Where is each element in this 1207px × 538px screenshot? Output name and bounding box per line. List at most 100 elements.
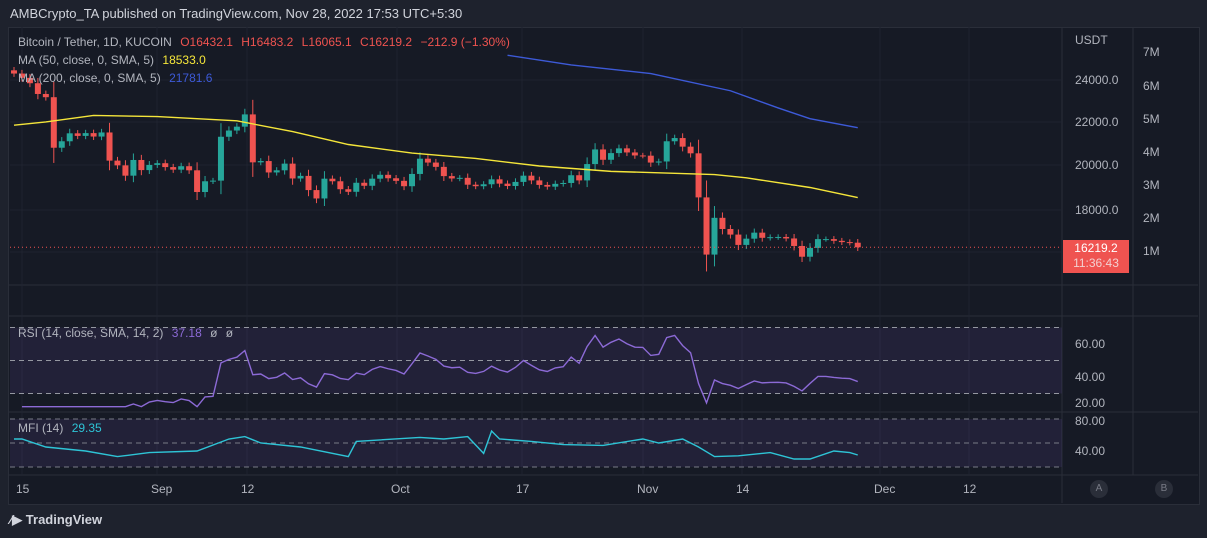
- candle-body: [807, 247, 813, 257]
- rsi-legend[interactable]: RSI (14, close, SMA, 14, 2) 37.18 ø ø: [18, 326, 238, 340]
- candle-body: [98, 132, 105, 137]
- candle-body: [42, 93, 49, 98]
- candle-body: [11, 70, 17, 74]
- candle-body: [687, 146, 694, 154]
- volume-tick: 7M: [1143, 45, 1160, 59]
- auto-scale-button[interactable]: A: [1090, 480, 1108, 498]
- candle-body: [448, 176, 455, 179]
- candle-body: [130, 159, 137, 176]
- volume-tick: 1M: [1143, 244, 1160, 258]
- candle-body: [416, 158, 423, 174]
- candle-body: [544, 184, 551, 187]
- candle-body: [249, 114, 256, 163]
- symbol-name: Bitcoin / Tether, 1D, KUCOIN: [18, 35, 172, 49]
- candle-body: [122, 165, 129, 176]
- candle-body: [830, 239, 837, 241]
- rsi-tick: 20.00: [1075, 396, 1106, 410]
- candle-body: [814, 239, 821, 248]
- volume-tick: 6M: [1143, 79, 1160, 93]
- candle-body: [273, 170, 280, 173]
- candle-body: [568, 175, 575, 183]
- price-tick: 20000.0: [1075, 158, 1119, 172]
- candle-body: [615, 148, 622, 154]
- candle-body: [584, 164, 591, 181]
- candle-body: [58, 141, 65, 148]
- candle-body: [345, 189, 352, 192]
- candle-body: [241, 114, 248, 127]
- candle-body: [361, 182, 368, 186]
- candle-body: [305, 175, 312, 191]
- rsi-extra-1: ø: [210, 326, 218, 340]
- candle-body: [289, 163, 296, 179]
- candle-body: [162, 163, 169, 168]
- candle-body: [791, 238, 798, 246]
- mfi-label: MFI (14): [18, 421, 64, 435]
- candle-body: [600, 149, 607, 160]
- candle-body: [50, 97, 57, 148]
- candle-body: [210, 180, 216, 182]
- candle-body: [783, 236, 790, 239]
- brand-name: TradingView: [25, 512, 103, 527]
- price-tick: 18000.0: [1075, 203, 1119, 217]
- candle-body: [90, 133, 97, 137]
- candle-body: [281, 163, 288, 171]
- candle-body: [440, 166, 447, 177]
- time-tick: Dec: [874, 482, 896, 496]
- mfi-legend[interactable]: MFI (14) 29.35: [18, 421, 107, 435]
- candle-body: [337, 181, 344, 190]
- candle-body: [703, 197, 710, 255]
- volume-tick: 4M: [1143, 145, 1160, 159]
- candle-body: [528, 175, 535, 181]
- candle-body: [401, 180, 408, 187]
- ohlc-low: L16065.1: [301, 35, 352, 49]
- candle-body: [799, 245, 806, 257]
- logo-icon: ⁄▶: [10, 512, 26, 527]
- candle-body: [377, 174, 384, 179]
- rsi-label: RSI (14, close, SMA, 14, 2): [18, 326, 164, 340]
- candle-body: [504, 183, 511, 186]
- candle-body: [432, 162, 439, 167]
- candle-body: [385, 174, 392, 179]
- candle-body: [464, 177, 471, 185]
- mfi-value: 29.35: [71, 421, 102, 435]
- last-price-badge: 16219.2 11:36:43: [1063, 240, 1129, 273]
- time-tick: 12: [963, 482, 977, 496]
- candle-body: [512, 181, 519, 186]
- candle-body: [265, 161, 272, 173]
- candle-body: [671, 138, 678, 142]
- candle-body: [608, 153, 614, 160]
- bar-scale-button[interactable]: B: [1155, 480, 1173, 498]
- ma200-legend[interactable]: MA (200, close, 0, SMA, 5) 21781.6: [18, 71, 217, 85]
- candle-body: [743, 238, 750, 245]
- volume-tick: 3M: [1143, 178, 1160, 192]
- time-tick: 17: [516, 482, 530, 496]
- rsi-tick: 60.00: [1075, 337, 1106, 351]
- candle-body: [488, 179, 495, 185]
- ma200-label: MA (200, close, 0, SMA, 5): [18, 71, 161, 85]
- candle-body: [353, 182, 360, 192]
- time-tick: Sep: [151, 482, 173, 496]
- candle-body: [536, 180, 543, 185]
- time-tick: Oct: [391, 482, 410, 496]
- ma50-value: 18533.0: [162, 53, 206, 67]
- candle-body: [854, 242, 861, 248]
- time-tick: 14: [736, 482, 750, 496]
- candle-body: [767, 237, 774, 239]
- candle-body: [34, 83, 41, 94]
- candle-body: [154, 163, 161, 165]
- candle-body: [114, 160, 121, 166]
- ma50-legend[interactable]: MA (50, close, 0, SMA, 5) 18533.0: [18, 53, 211, 67]
- candle-body: [424, 158, 431, 163]
- candle-body: [838, 240, 845, 243]
- candle-body: [393, 178, 400, 181]
- candle-body: [623, 148, 630, 153]
- candle-body: [313, 190, 320, 199]
- ohlc-high: H16483.2: [241, 35, 294, 49]
- rsi-value: 37.18: [171, 326, 202, 340]
- ohlc-open: O16432.1: [180, 35, 233, 49]
- candle-body: [66, 133, 73, 142]
- ohlc-change: −212.9 (−1.30%): [420, 35, 510, 49]
- candle-body: [735, 234, 742, 245]
- price-tick: 24000.0: [1075, 73, 1119, 87]
